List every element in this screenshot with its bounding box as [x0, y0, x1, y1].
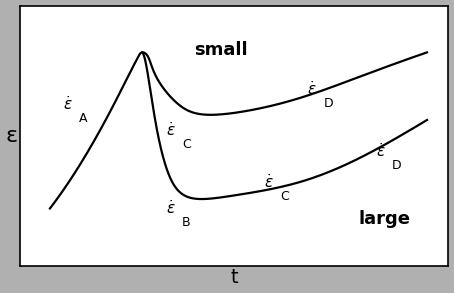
Text: C: C	[281, 190, 289, 203]
Text: $\dot{\varepsilon}$: $\dot{\varepsilon}$	[264, 173, 274, 191]
Text: small: small	[194, 41, 248, 59]
Text: $\dot{\varepsilon}$: $\dot{\varepsilon}$	[166, 200, 175, 217]
Y-axis label: ε: ε	[5, 126, 18, 146]
Text: $\dot{\varepsilon}$: $\dot{\varepsilon}$	[375, 142, 385, 160]
Text: $\dot{\varepsilon}$: $\dot{\varepsilon}$	[166, 121, 175, 139]
Text: C: C	[182, 138, 191, 151]
Text: B: B	[182, 216, 191, 229]
Text: D: D	[323, 97, 333, 110]
Text: D: D	[392, 159, 401, 172]
Text: A: A	[79, 112, 88, 125]
Text: $\dot{\varepsilon}$: $\dot{\varepsilon}$	[63, 96, 73, 113]
Text: large: large	[358, 210, 410, 228]
Text: $\dot{\varepsilon}$: $\dot{\varepsilon}$	[307, 80, 317, 98]
X-axis label: t: t	[230, 268, 238, 287]
